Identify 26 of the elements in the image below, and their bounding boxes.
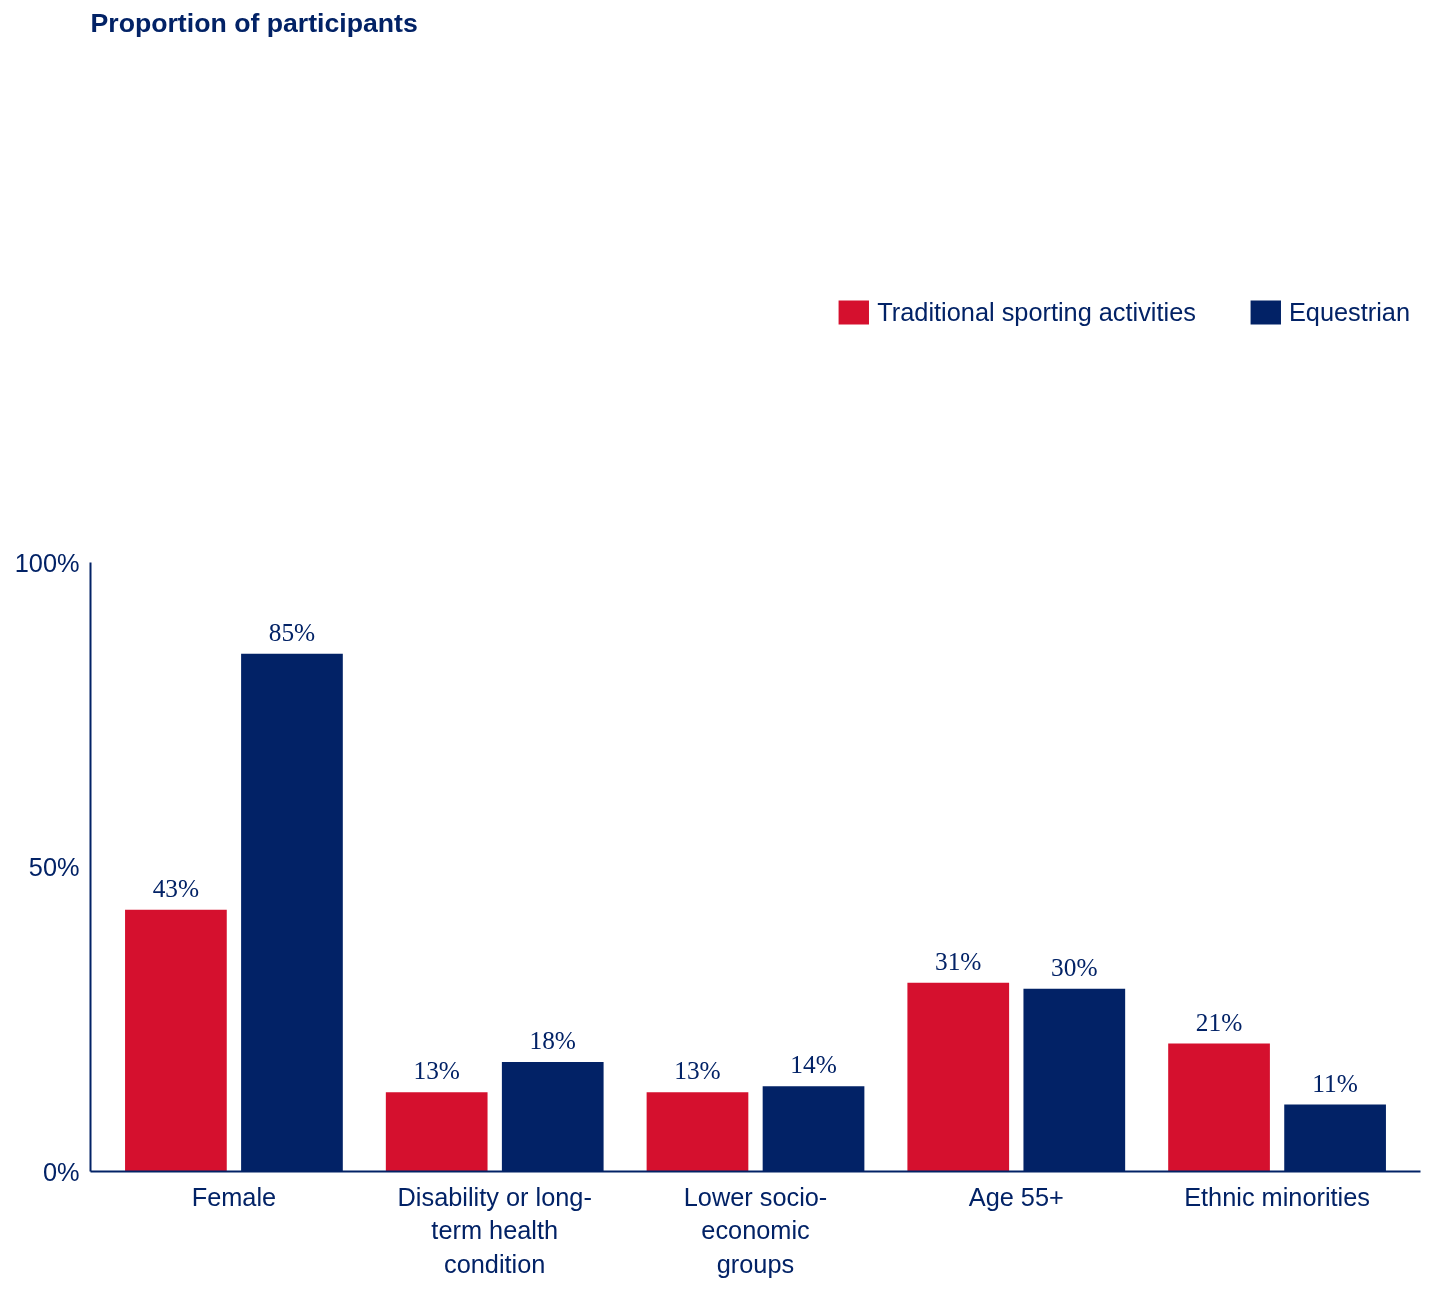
data-label: 30%	[1051, 952, 1098, 981]
bar	[907, 982, 1010, 1172]
data-label: 14%	[790, 1050, 837, 1079]
x-tick-label: Age 55+	[968, 1182, 1064, 1211]
y-tick-label: 100%	[14, 548, 80, 577]
legend-label: Equestrian	[1288, 297, 1410, 327]
data-label: 43%	[152, 873, 200, 902]
data-label: 31%	[935, 946, 982, 975]
bar	[1168, 1043, 1270, 1172]
data-label: 21%	[1195, 1007, 1243, 1036]
data-label: 13%	[674, 1056, 721, 1085]
data-label: 18%	[529, 1025, 576, 1054]
data-label: 13%	[413, 1056, 460, 1085]
legend-label: Traditional sporting activities	[877, 297, 1196, 327]
x-tick-label: Female	[191, 1182, 277, 1211]
x-tick-label: Ethnic minorities	[1184, 1182, 1370, 1211]
bar	[125, 909, 227, 1172]
y-tick-label: 50%	[28, 853, 80, 881]
bar	[646, 1092, 749, 1172]
x-tick-label: Disability or long- term health condition	[397, 1182, 592, 1278]
bar	[385, 1092, 488, 1172]
data-label: 11%	[1312, 1068, 1358, 1097]
x-tick-label: Lower socio- economic groups	[683, 1182, 828, 1278]
data-label: 85%	[268, 617, 316, 646]
chart-title: Proportion of participants	[90, 7, 418, 38]
y-tick-label: 0%	[42, 1157, 80, 1186]
